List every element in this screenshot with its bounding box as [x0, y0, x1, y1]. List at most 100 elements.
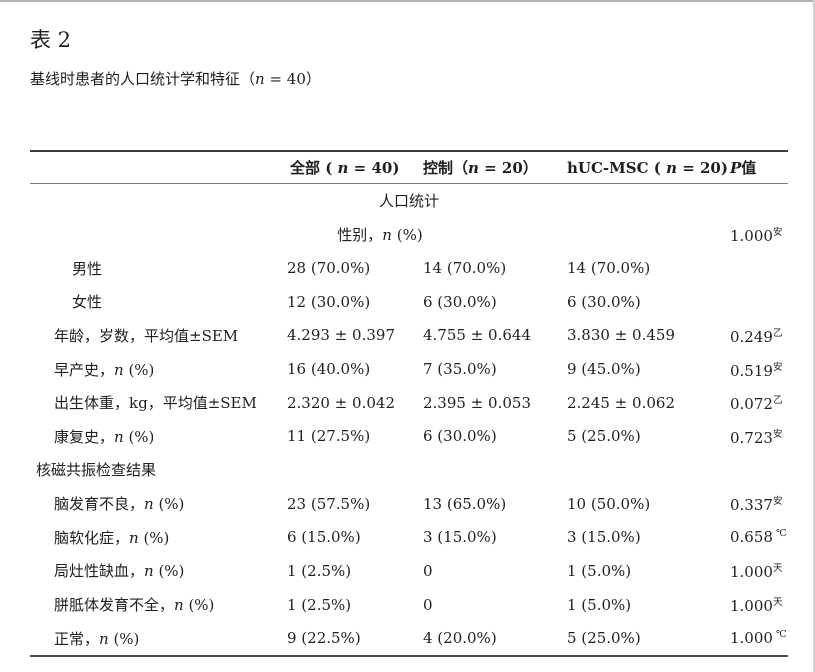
- header-all-group: 全部 ( n = 40): [290, 159, 400, 177]
- page-top-edge: [0, 0, 815, 2]
- cell-control: 6 (30.0%): [423, 427, 497, 446]
- pvalue-superscript: 天: [772, 563, 783, 575]
- pvalue-superscript: 安: [772, 226, 783, 238]
- baseline-characteristics-table: 全部 ( n = 40) 控制（n = 20） hUC-MSC ( n = 20…: [30, 150, 788, 657]
- pvalue-text: 0.723: [730, 428, 773, 447]
- pvalue-superscript: 乙: [772, 327, 783, 339]
- cell-control: 0: [423, 595, 433, 614]
- row-label: 早产史，n (%): [54, 360, 155, 379]
- table-row-birth-weight: 出生体重，kg，平均值±SEM 2.320 ± 0.042 2.395 ± 0.…: [30, 386, 788, 420]
- cell-all: 4.293 ± 0.397: [287, 326, 395, 345]
- cell-control: 7 (35.0%): [423, 360, 497, 379]
- cell-all: 12 (30.0%): [287, 292, 371, 311]
- cell-hucmsc: 2.245 ± 0.062: [567, 393, 675, 412]
- table-body: 人口统计 性别，n (%) 1.000安 男性 28 (70.0%) 14 (7…: [30, 184, 788, 657]
- table-row-encephalomalacia: 脑软化症，n (%) 6 (15.0%) 3 (15.0%) 3 (15.0%)…: [30, 520, 788, 554]
- cell-pvalue: 0.519安: [730, 359, 788, 380]
- pvalue-text: 1.000: [730, 629, 773, 648]
- table-row-section-demographics: 人口统计: [30, 184, 788, 218]
- pvalue-superscript: 安: [772, 361, 783, 373]
- pvalue-text: 1.000: [730, 563, 773, 582]
- cell-pvalue: 1.000 ℃: [730, 629, 788, 647]
- cell-pvalue: 0.723安: [730, 426, 788, 447]
- table-row-focal-ischemia: 局灶性缺血，n (%) 1 (2.5%) 0 1 (5.0%) 1.000天: [30, 554, 788, 588]
- cell-control: 2.395 ± 0.053: [423, 393, 531, 412]
- pvalue-text: 0.337: [730, 496, 773, 515]
- cell-all: 23 (57.5%): [287, 494, 371, 513]
- row-label: 康复史，n (%): [54, 427, 155, 446]
- table-row-brain-dysplasia: 脑发育不良，n (%) 23 (57.5%) 13 (65.0%) 10 (50…: [30, 487, 788, 521]
- cell-all: 16 (40.0%): [287, 360, 371, 379]
- cell-hucmsc: 5 (25.0%): [567, 629, 641, 648]
- pvalue-text: 0.072: [730, 395, 773, 414]
- cell-all: 28 (70.0%): [287, 259, 371, 278]
- cell-hucmsc: 1 (5.0%): [567, 595, 632, 614]
- cell-pvalue: 1.000安: [730, 224, 788, 245]
- pvalue-text: 1.000: [730, 226, 773, 245]
- header-control-group: 控制（n = 20）: [423, 159, 538, 177]
- table-row-male: 男性 28 (70.0%) 14 (70.0%) 14 (70.0%): [30, 251, 788, 285]
- cell-all: 2.320 ± 0.042: [287, 393, 395, 412]
- cell-control: 3 (15.0%): [423, 528, 497, 547]
- row-label: 正常，n (%): [54, 629, 140, 648]
- cell-pvalue: 0.249乙: [730, 325, 788, 346]
- cell-hucmsc: 3.830 ± 0.459: [567, 326, 675, 345]
- row-label: 性别，n (%): [337, 225, 423, 244]
- pvalue-text: 0.658: [730, 528, 773, 547]
- cell-all: 11 (27.5%): [287, 427, 371, 446]
- cell-hucmsc: 5 (25.0%): [567, 427, 641, 446]
- cell-all: 9 (22.5%): [287, 629, 361, 648]
- cell-all: 6 (15.0%): [287, 528, 361, 547]
- cell-control: 4 (20.0%): [423, 629, 497, 648]
- cell-pvalue: 1.000天: [730, 560, 788, 581]
- cell-control: 4.755 ± 0.644: [423, 326, 531, 345]
- cell-pvalue: 0.072乙: [730, 392, 788, 413]
- page-right-edge: [813, 0, 815, 672]
- row-label: 女性: [72, 293, 103, 312]
- cell-pvalue: 1.000天: [730, 594, 788, 615]
- table-row-sex: 性别，n (%) 1.000安: [30, 218, 788, 252]
- cell-hucmsc: 10 (50.0%): [567, 494, 651, 513]
- table-row-normal: 正常，n (%) 9 (22.5%) 4 (20.0%) 5 (25.0%) 1…: [30, 621, 788, 655]
- cell-hucmsc: 9 (45.0%): [567, 360, 641, 379]
- cell-hucmsc: 14 (70.0%): [567, 259, 651, 278]
- pvalue-superscript: 安: [772, 428, 783, 440]
- cell-hucmsc: 1 (5.0%): [567, 561, 632, 580]
- row-label: 胼胝体发育不全，n (%): [54, 596, 215, 614]
- pvalue-superscript: 安: [772, 496, 783, 508]
- header-pvalue: P值: [730, 159, 757, 177]
- cell-hucmsc: 6 (30.0%): [567, 292, 641, 311]
- cell-pvalue: 0.658 ℃: [730, 528, 788, 546]
- table-row-age: 年龄，岁数，平均值±SEM 4.293 ± 0.397 4.755 ± 0.64…: [30, 319, 788, 353]
- pvalue-superscript: ℃: [772, 528, 787, 540]
- header-hucmsc-group: hUC-MSC ( n = 20): [567, 158, 728, 177]
- pvalue-text: 0.519: [730, 361, 773, 380]
- cell-pvalue: 0.337安: [730, 493, 788, 514]
- row-label: 年龄，岁数，平均值±SEM: [54, 326, 239, 345]
- pvalue-text: 1.000: [730, 597, 773, 615]
- row-label: 脑软化症，n (%): [54, 528, 170, 547]
- cell-control: 14 (70.0%): [423, 259, 507, 278]
- cell-control: 6 (30.0%): [423, 292, 497, 311]
- table-row-rehab-history: 康复史，n (%) 11 (27.5%) 6 (30.0%) 5 (25.0%)…: [30, 419, 788, 453]
- pvalue-superscript: ℃: [772, 629, 787, 641]
- cell-control: 13 (65.0%): [423, 494, 507, 513]
- table-title: 表 2: [30, 28, 72, 52]
- table-row-section-mri: 核磁共振检查结果: [30, 453, 788, 487]
- section-label: 人口统计: [378, 192, 439, 211]
- row-label: 脑发育不良，n (%): [54, 495, 185, 514]
- pvalue-superscript: 天: [772, 597, 783, 608]
- table-row-preterm-history: 早产史，n (%) 16 (40.0%) 7 (35.0%) 9 (45.0%)…: [30, 352, 788, 386]
- cell-all: 1 (2.5%): [287, 595, 352, 614]
- row-label: 局灶性缺血，n (%): [54, 562, 185, 581]
- table-subtitle: 基线时患者的人口统计学和特征（n = 40）: [30, 70, 321, 88]
- cell-control: 0: [423, 561, 433, 580]
- pvalue-superscript: 乙: [772, 395, 783, 407]
- row-label: 男性: [72, 259, 103, 278]
- table-row-corpus-callosum: 胼胝体发育不全，n (%) 1 (2.5%) 0 1 (5.0%) 1.000天: [30, 588, 788, 622]
- cell-hucmsc: 3 (15.0%): [567, 528, 641, 547]
- cell-all: 1 (2.5%): [287, 561, 352, 580]
- section-label: 核磁共振检查结果: [36, 461, 157, 480]
- table-row-female: 女性 12 (30.0%) 6 (30.0%) 6 (30.0%): [30, 285, 788, 319]
